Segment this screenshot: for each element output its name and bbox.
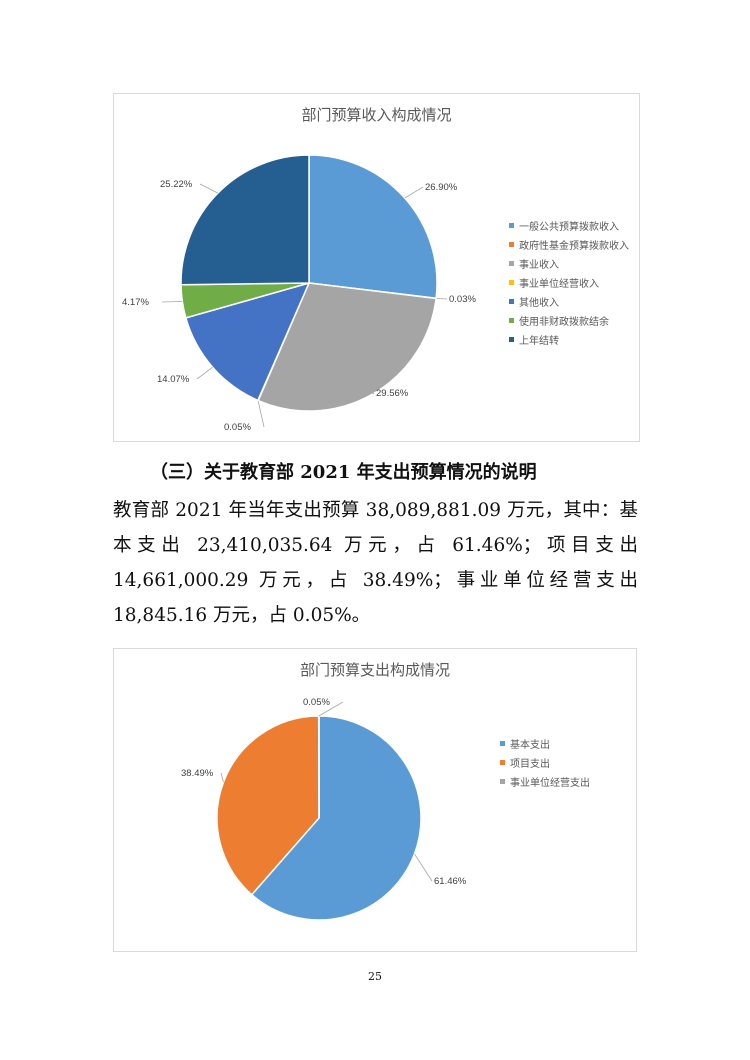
data-label: 25.22%: [160, 179, 193, 190]
expenditure-pie-chart: 部门预算支出构成情况 61.46% 38.49% 0.05% 基本支出项目支出事业单…: [113, 648, 637, 952]
legend-item: 事业单位经营支出: [500, 772, 590, 791]
pie-plot: 26.90% 0.03% 29.56% 0.05% 14.07% 4.17% 25.22%: [122, 154, 476, 433]
page-number: 25: [368, 970, 382, 983]
data-label: 0.05%: [224, 422, 251, 433]
legend-item: 政府性基金预算拨款收入: [509, 235, 629, 254]
legend-label: 事业单位经营支出: [510, 778, 590, 789]
legend-label: 政府性基金预算拨款收入: [519, 241, 629, 252]
legend-item: 项目支出: [500, 753, 590, 772]
legend-swatch: [500, 741, 505, 746]
leader-line: [199, 183, 219, 194]
pie-slice: [184, 281, 311, 402]
data-label: 0.05%: [303, 697, 330, 708]
legend-label: 项目支出: [510, 759, 550, 770]
legend-item: 事业单位经营收入: [509, 273, 629, 292]
pie-slice: [308, 154, 438, 300]
pie-slice: [257, 282, 437, 412]
legend-swatch: [509, 337, 514, 342]
leader-line: [436, 297, 448, 300]
pie-slice: [250, 715, 422, 921]
legend-swatch: [509, 261, 514, 266]
legend-swatch: [500, 760, 505, 765]
legend-label: 事业收入: [519, 260, 559, 271]
legend-item: 使用非财政拨款结余: [509, 311, 629, 330]
chart-title: 部门预算收入构成情况: [301, 106, 452, 124]
legend-label: 上年结转: [519, 336, 559, 347]
legend-item: 其他收入: [509, 292, 629, 311]
leader-line: [161, 301, 183, 303]
data-label: 14.07%: [157, 374, 190, 385]
leader-line: [414, 853, 433, 882]
legend-label: 一般公共预算拨款收入: [519, 222, 619, 233]
chart-title: 部门预算支出构成情况: [299, 661, 450, 679]
data-label: 26.90%: [425, 182, 458, 193]
legend-label: 事业单位经营收入: [519, 279, 599, 290]
section-heading: （三）关于教育部 2021 年支出预算情况的说明: [150, 462, 537, 483]
legend-label: 其他收入: [519, 298, 559, 309]
body-paragraph: 教育部 2021 年当年支出预算 38,089,881.09 万元，其中：基本支…: [113, 500, 638, 626]
leader-line: [196, 366, 213, 380]
leader-line: [372, 392, 375, 395]
legend-swatch: [509, 242, 514, 247]
income-pie-chart: 部门预算收入构成情况 26.90% 0.03% 29.56% 0.05% 14.07% 4…: [113, 93, 640, 442]
legend-swatch: [500, 779, 505, 784]
legend-item: 上年结转: [509, 330, 629, 349]
data-label: 38.49%: [181, 768, 214, 779]
data-label: 0.03%: [449, 294, 476, 305]
data-label: 29.56%: [376, 388, 409, 399]
leader-line: [257, 400, 265, 428]
pie-plot: 61.46% 38.49% 0.05%: [181, 697, 467, 921]
legend-item: 一般公共预算拨款收入: [509, 216, 629, 235]
leader-line: [404, 186, 424, 199]
chart-legend: 一般公共预算拨款收入 政府性基金预算拨款收入 事业收入事业单位经营收入 其他收入使用非…: [509, 216, 629, 349]
legend-item: 事业收入: [509, 254, 629, 273]
legend-label: 使用非财政拨款结余: [519, 317, 609, 328]
data-label: 4.17%: [122, 297, 149, 308]
legend-swatch: [509, 299, 514, 304]
pie-slice: [180, 154, 310, 286]
leader-line: [220, 772, 224, 783]
legend-label: 基本支出: [510, 740, 550, 751]
chart-legend: 基本支出项目支出事业单位经营支出: [500, 734, 590, 791]
legend-swatch: [509, 280, 514, 285]
data-label: 61.46%: [434, 876, 467, 887]
legend-swatch: [509, 223, 514, 228]
legend-swatch: [509, 318, 514, 323]
legend-item: 基本支出: [500, 734, 590, 753]
leader-line: [318, 701, 344, 717]
